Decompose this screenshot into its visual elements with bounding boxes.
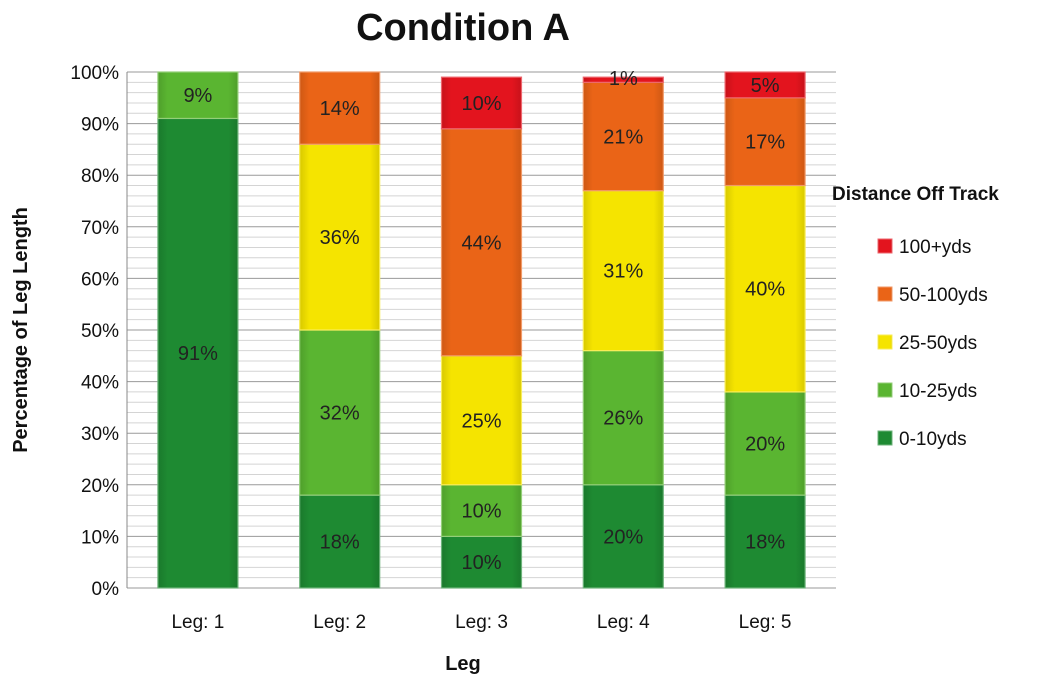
bar-segment-10-25yds	[157, 71, 239, 120]
legend-label: 50-100yds	[899, 285, 988, 306]
x-axis-ticks: Leg: 1 Leg: 2 Leg: 3 Leg: 4 Leg: 5	[171, 612, 791, 633]
y-tick-label: 60%	[81, 269, 119, 290]
y-tick-label: 100%	[70, 63, 119, 84]
segment-value-label: 10%	[461, 552, 501, 574]
y-tick-label: 50%	[81, 321, 119, 342]
bar-segment-50-100yds	[724, 97, 806, 187]
segment-value-label: 14%	[320, 98, 360, 120]
legend-title: Distance Off Track	[832, 184, 999, 205]
y-tick-label: 20%	[81, 476, 119, 497]
bar-segment-0-10yds	[440, 535, 523, 589]
y-tick-label: 90%	[81, 115, 119, 136]
legend-label: 10-25yds	[899, 381, 977, 402]
legend-swatch	[877, 382, 893, 398]
legend-swatch	[877, 238, 893, 254]
segment-value-label: 21%	[603, 127, 643, 149]
x-tick-label: Leg: 3	[455, 612, 508, 633]
segment-value-label: 25%	[461, 410, 501, 432]
bar-segment-10-25yds	[724, 391, 806, 496]
bar-segment-25-50yds	[582, 190, 664, 352]
segment-value-label: 91%	[178, 343, 218, 365]
segment-value-label: 9%	[183, 85, 212, 107]
segment-value-label: 18%	[745, 532, 785, 554]
legend: 100+yds 50-100yds 25-50yds 10-25yds 0-10yds	[877, 237, 988, 450]
segment-value-label: 32%	[320, 403, 360, 425]
bar-segment-0-10yds	[299, 494, 381, 589]
bar-segment-100+yds	[724, 71, 806, 99]
segment-value-label: 10%	[461, 93, 501, 115]
bar-segment-10-25yds	[582, 350, 664, 486]
y-axis-title: Percentage of Leg Length	[10, 207, 32, 453]
y-axis-ticks: 0% 10% 20% 30% 40% 50% 60% 70% 80% 90% 100%	[70, 63, 119, 600]
segment-value-label: 5%	[751, 75, 780, 97]
y-tick-label: 0%	[92, 579, 120, 600]
bar-segment-0-10yds	[582, 484, 664, 589]
legend-swatch	[877, 334, 893, 350]
x-axis-title: Leg	[445, 653, 481, 675]
bar-segment-0-10yds	[157, 117, 239, 589]
y-tick-label: 30%	[81, 424, 119, 445]
segment-value-label: 20%	[745, 434, 785, 456]
x-tick-label: Leg: 1	[171, 612, 224, 633]
y-tick-label: 10%	[81, 527, 119, 548]
segment-value-label: 20%	[603, 526, 643, 548]
bar-segment-100+yds	[440, 76, 523, 130]
legend-label: 25-50yds	[899, 333, 977, 354]
segment-value-label: 1%	[609, 68, 638, 90]
y-tick-label: 70%	[81, 218, 119, 239]
bars-group: 91% 9% 18% 32% 36% 14% 10% 10% 25% 44% 10% 20% 26% 31…	[157, 68, 806, 589]
x-tick-label: Leg: 2	[313, 612, 366, 633]
bar-segment-10-25yds	[299, 329, 381, 496]
segment-value-label: 18%	[320, 532, 360, 554]
segment-value-label: 10%	[461, 501, 501, 523]
legend-swatch	[877, 430, 893, 446]
bar-segment-50-100yds	[582, 81, 664, 192]
segment-value-label: 40%	[745, 279, 785, 301]
segment-value-label: 31%	[603, 261, 643, 283]
y-tick-label: 80%	[81, 166, 119, 187]
x-tick-label: Leg: 5	[739, 612, 792, 633]
bar-segment-25-50yds	[440, 355, 523, 486]
bar-segment-50-100yds	[299, 71, 381, 145]
bar-segment-25-50yds	[299, 143, 381, 331]
y-tick-label: 40%	[81, 373, 119, 394]
legend-label: 0-10yds	[899, 429, 967, 450]
segment-value-label: 44%	[461, 232, 501, 254]
segment-value-label: 36%	[320, 227, 360, 249]
legend-label: 100+yds	[899, 237, 971, 258]
segment-value-label: 17%	[745, 132, 785, 154]
legend-swatch	[877, 286, 893, 302]
bar-segment-100+yds	[582, 76, 664, 83]
x-tick-label: Leg: 4	[597, 612, 650, 633]
chart-title: Condition A	[356, 7, 570, 49]
segment-value-label: 26%	[603, 408, 643, 430]
bar-segment-25-50yds	[724, 184, 806, 393]
bar-segment-10-25yds	[440, 484, 523, 537]
